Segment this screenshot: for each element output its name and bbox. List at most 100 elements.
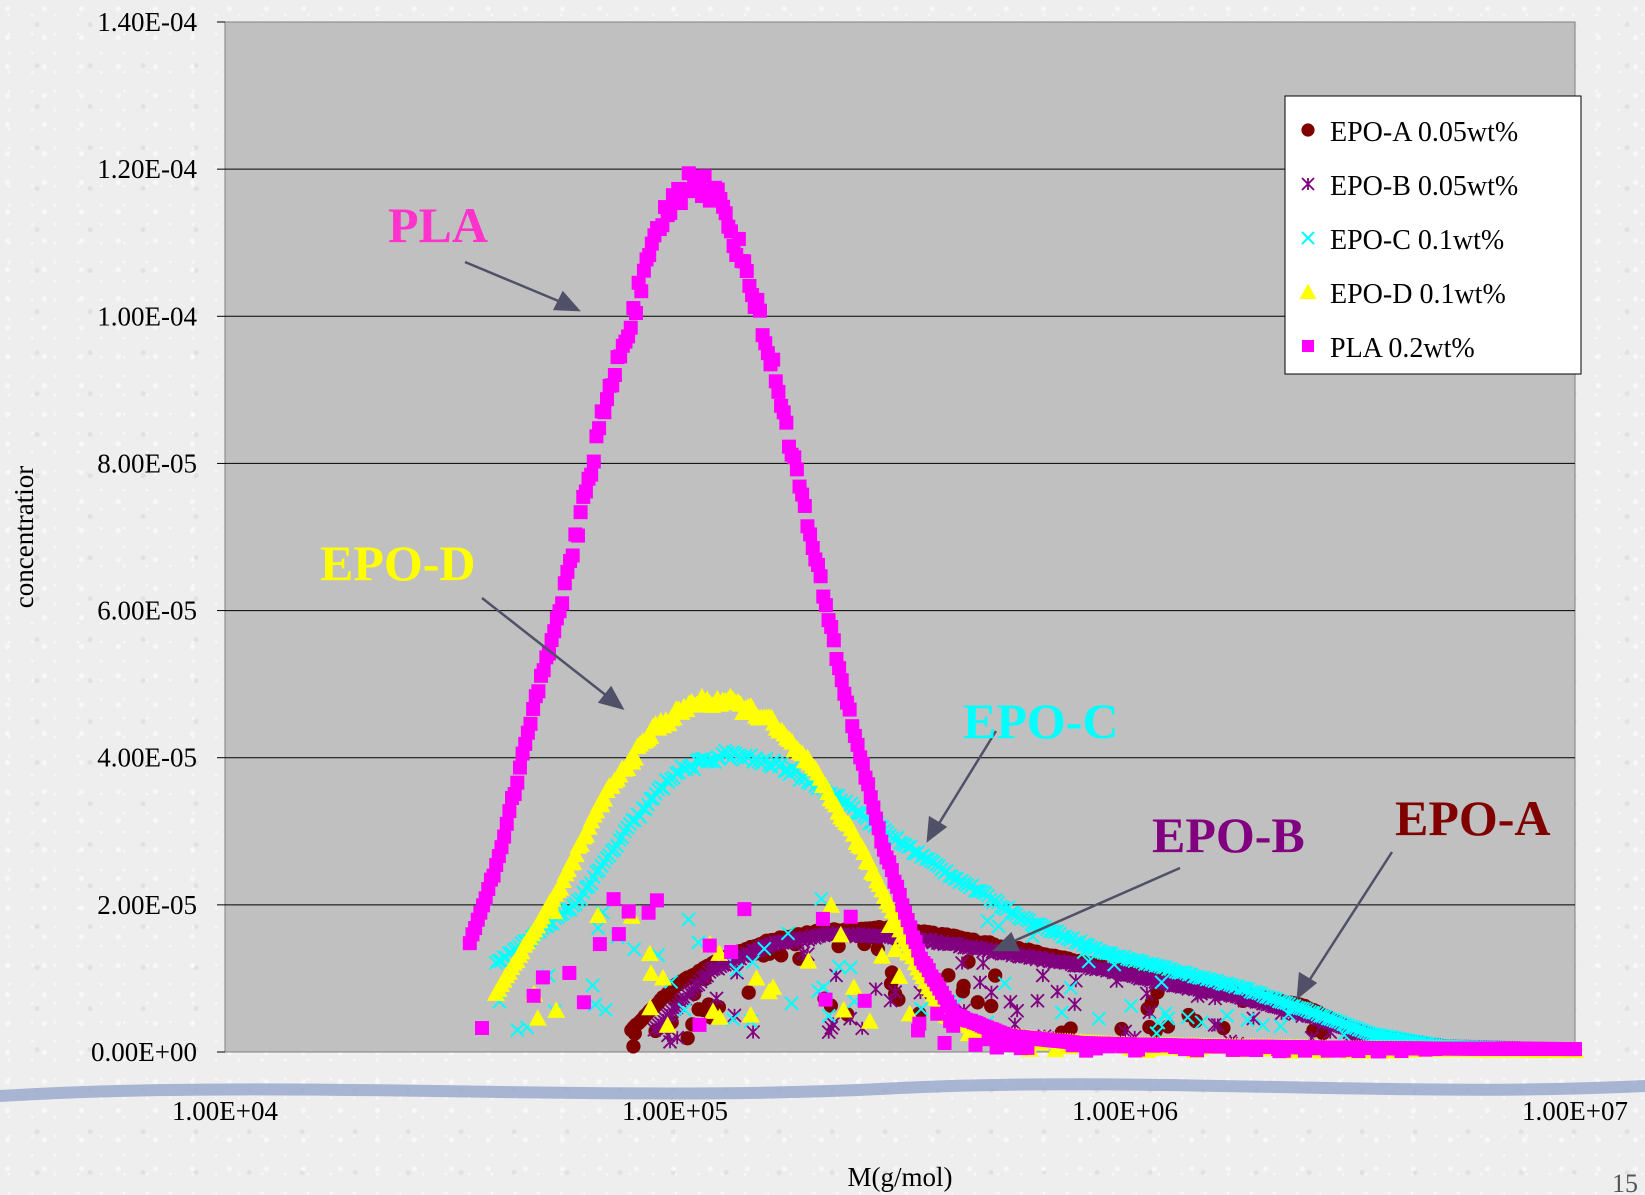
- data-point: [774, 948, 789, 963]
- annotation-arrows: [464, 260, 1394, 1000]
- data-point: [1115, 1039, 1130, 1054]
- data-point: [799, 952, 818, 969]
- data-point: [1047, 924, 1062, 940]
- data-point: [843, 960, 858, 975]
- data-point: [592, 937, 607, 952]
- data-point: [1068, 973, 1083, 988]
- data-point: [771, 384, 786, 399]
- data-point: [494, 840, 509, 855]
- data-point: [981, 1032, 996, 1047]
- series-pla: [462, 166, 1582, 1059]
- data-point: [1010, 1003, 1025, 1018]
- data-point: [834, 1001, 853, 1018]
- data-point: [747, 969, 766, 986]
- data-point: [570, 528, 585, 543]
- data-point: [780, 926, 796, 941]
- data-point: [1276, 995, 1292, 1010]
- y-axis-ticks: 0.00E+00 2.00E-05 4.00E-05 6.00E-05 8.00E-05…: [91, 7, 225, 1067]
- data-point: [821, 1025, 836, 1040]
- data-point: [968, 1037, 983, 1052]
- data-point: [815, 911, 830, 926]
- data-point: [843, 909, 858, 924]
- data-point: [1050, 984, 1065, 999]
- y-tick-label: 1.40E-04: [97, 7, 197, 37]
- data-point: [535, 970, 550, 985]
- data-point: [677, 1002, 692, 1018]
- data-point: [1091, 1011, 1107, 1026]
- data-point: [784, 996, 799, 1011]
- data-point: [1336, 1027, 1352, 1042]
- legend-item: EPO-C 0.1wt%: [1301, 225, 1504, 256]
- annotation-pla: PLA: [388, 197, 488, 253]
- data-point: [814, 891, 829, 907]
- data-point: [526, 701, 541, 716]
- x-tick-label: 1.00E+04: [172, 1096, 278, 1126]
- data-point: [980, 913, 995, 929]
- data-point: [598, 1002, 613, 1017]
- data-point: [668, 765, 684, 781]
- data-point: [547, 624, 562, 639]
- data-point: [710, 944, 729, 961]
- data-point: [872, 947, 891, 964]
- data-point: [890, 967, 909, 984]
- data-point: [871, 821, 886, 836]
- data-point: [1305, 1041, 1320, 1056]
- data-point: [502, 804, 517, 819]
- data-point: [562, 965, 577, 980]
- data-point: [629, 306, 644, 321]
- y-tick-label: 4.00E-05: [97, 743, 197, 773]
- data-point: [606, 892, 621, 907]
- legend-label: EPO-D 0.1wt%: [1330, 279, 1506, 310]
- data-point: [613, 349, 628, 364]
- data-point: [627, 1026, 642, 1041]
- data-point: [1299, 283, 1317, 299]
- data-point: [1035, 968, 1050, 983]
- legend: EPO-A 0.05wt% EPO-B 0.05wt% EPO-C 0.1wt% EP…: [1284, 95, 1582, 375]
- legend-item: EPO-A 0.05wt%: [1301, 117, 1518, 148]
- data-point: [1320, 1043, 1335, 1058]
- data-point: [592, 421, 607, 436]
- data-point: [1158, 1006, 1173, 1021]
- arrow-epo-d: [481, 597, 613, 701]
- data-point: [741, 985, 756, 1000]
- data-point: [594, 858, 609, 874]
- data-point: [1236, 1042, 1251, 1057]
- data-point: [946, 1018, 961, 1033]
- data-point: [1081, 954, 1096, 969]
- data-point: [557, 576, 572, 591]
- data-point: [590, 920, 606, 936]
- y-tick-label: 1.00E-04: [97, 301, 197, 331]
- data-point: [1370, 1044, 1385, 1059]
- data-point: [621, 904, 636, 919]
- data-point: [663, 206, 678, 221]
- data-point: [1118, 1024, 1133, 1039]
- x-tick-label: 1.00E+05: [622, 1096, 728, 1126]
- data-point: [1101, 1039, 1116, 1054]
- data-point: [526, 988, 541, 1003]
- data-point: [1301, 123, 1315, 137]
- data-point: [585, 978, 600, 993]
- data-point: [954, 955, 970, 971]
- data-point: [547, 1001, 566, 1018]
- data-point: [658, 1016, 677, 1033]
- data-point: [1138, 1038, 1153, 1053]
- data-point: [702, 754, 717, 769]
- data-point: [1302, 340, 1314, 352]
- data-point: [842, 702, 857, 717]
- data-point: [797, 498, 812, 513]
- data-point: [1211, 1039, 1226, 1054]
- data-point: [1086, 941, 1101, 956]
- data-point: [560, 564, 575, 579]
- data-point: [636, 263, 651, 278]
- legend-box: [1284, 95, 1582, 375]
- x-axis-title: M(g/mol): [848, 1162, 953, 1192]
- data-point: [731, 231, 746, 246]
- data-point: [1067, 997, 1082, 1012]
- data-point: [497, 829, 512, 844]
- arrow-epo-c-head: [926, 815, 948, 843]
- data-point: [1207, 991, 1223, 1006]
- data-point: [824, 1020, 839, 1035]
- data-point: [937, 1036, 952, 1051]
- y-tick-label: 6.00E-05: [97, 596, 197, 626]
- data-point: [1248, 984, 1263, 1000]
